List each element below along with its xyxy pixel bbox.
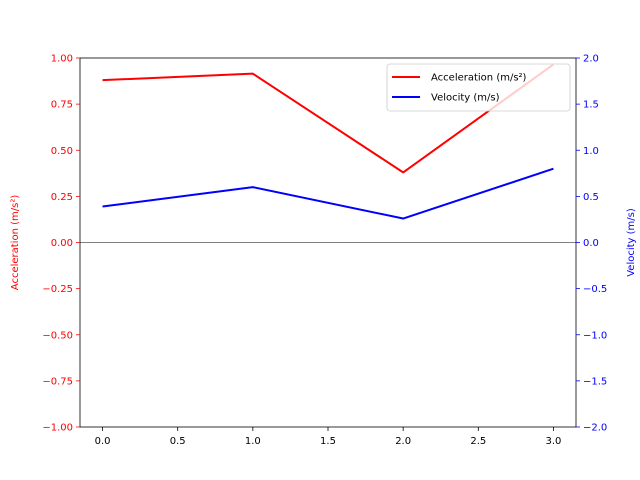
right-tick-label: −1.5	[583, 376, 607, 387]
x-tick-label: 1.0	[245, 436, 261, 447]
left-axis-ticks: 1.00 0.75 0.50 0.25 0.00 −0.25 −0.50 −0.75 −1.00	[42, 54, 80, 434]
left-axis-label: Acceleration (m/s²)	[10, 195, 21, 291]
right-tick-label: −0.5	[583, 284, 607, 295]
left-tick-label: −0.50	[42, 330, 73, 341]
right-axis-ticks: 2.0 1.5 1.0 0.5 0.0 −0.5 −1.0 −1.5 −2.0	[576, 54, 607, 434]
left-tick-label: −0.75	[42, 376, 73, 387]
right-tick-label: 2.0	[583, 54, 599, 65]
legend-box	[386, 63, 571, 112]
legend: Acceleration (m/s²) Velocity (m/s)	[386, 63, 571, 112]
x-tick-label: 1.5	[320, 436, 336, 447]
right-tick-label: 1.5	[583, 100, 599, 111]
left-tick-label: 0.50	[51, 146, 73, 157]
x-tick-label: 2.5	[470, 436, 486, 447]
x-tick-label: 2.0	[395, 436, 411, 447]
velocity-line	[102, 167, 554, 220]
legend-entry-label: Velocity (m/s)	[431, 93, 500, 104]
left-tick-label: −0.25	[42, 284, 73, 295]
plot-area	[79, 57, 577, 428]
left-tick-label: 1.00	[51, 54, 73, 65]
right-tick-label: 0.5	[583, 192, 599, 203]
right-tick-label: −1.0	[583, 330, 607, 341]
left-tick-label: 0.75	[51, 100, 73, 111]
left-tick-label: 0.25	[51, 192, 73, 203]
right-tick-label: 0.0	[583, 238, 599, 249]
x-tick-label: 0.5	[170, 436, 186, 447]
left-tick-label: −1.00	[42, 423, 73, 434]
right-tick-label: 1.0	[583, 146, 599, 157]
x-axis-ticks: 0.0 0.5 1.0 1.5 2.0 2.5 3.0	[95, 427, 562, 447]
acceleration-line	[102, 63, 555, 174]
x-tick-label: 3.0	[546, 436, 562, 447]
left-tick-label: 0.00	[51, 238, 73, 249]
legend-entry-label: Acceleration (m/s²)	[431, 73, 527, 84]
right-tick-label: −2.0	[583, 423, 607, 434]
right-axis-label: Velocity (m/s)	[626, 208, 637, 277]
x-tick-label: 0.0	[95, 436, 111, 447]
